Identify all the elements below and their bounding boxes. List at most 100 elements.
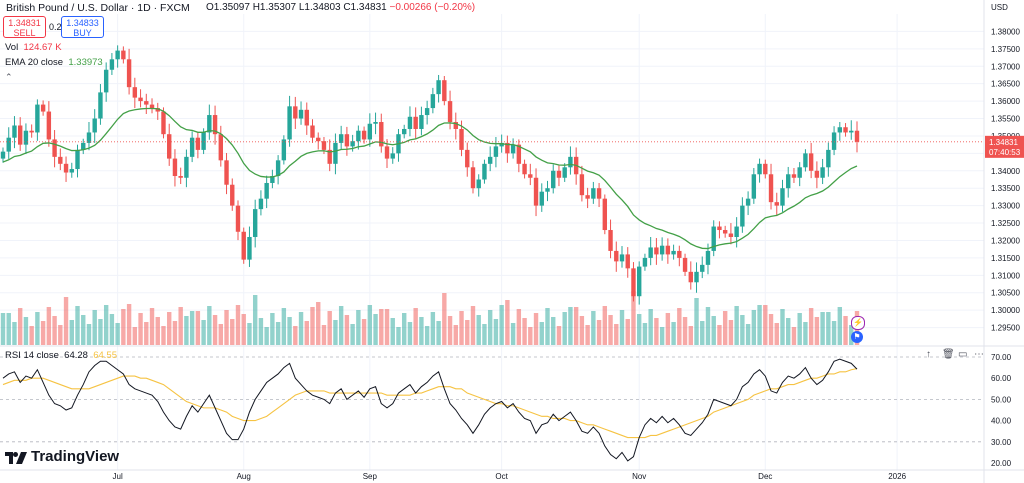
candle-body <box>63 163 69 173</box>
candle-body <box>29 130 34 133</box>
candle-body <box>849 130 854 133</box>
volume-bar <box>539 322 544 345</box>
candle-body <box>109 59 115 70</box>
volume-bar <box>780 309 785 345</box>
candle-body <box>86 132 92 143</box>
volume-bar <box>528 327 533 345</box>
volume-bar <box>350 324 355 345</box>
volume-bar <box>321 325 327 345</box>
candle-body <box>728 233 734 237</box>
maximize-icon[interactable]: ▭ <box>958 349 968 360</box>
candle-body <box>126 59 132 88</box>
tradingview-logo[interactable]: TradingView <box>5 448 119 465</box>
price-tick-label: 1.37500 <box>991 45 1020 54</box>
buy-price: 1.34833 <box>66 18 99 28</box>
buy-button[interactable]: 1.34833 BUY <box>61 16 104 38</box>
price-tick-label: 1.32000 <box>991 236 1020 245</box>
volume-bar <box>264 327 269 345</box>
candle-body <box>338 134 344 143</box>
volume-legend[interactable]: Vol 124.67 K <box>5 42 62 53</box>
rsi-tick-label: 20.00 <box>991 459 1012 468</box>
volume-bar <box>35 312 40 345</box>
candle-body <box>562 167 567 178</box>
volume-bar <box>161 326 166 345</box>
rsi-value: 64.28 <box>64 350 88 361</box>
volume-bar <box>172 321 178 345</box>
move-up-icon[interactable]: ↑ <box>926 349 931 360</box>
candle-body <box>625 254 630 269</box>
candle-body <box>533 177 539 206</box>
candle-body <box>442 80 447 102</box>
volume-bar <box>12 322 17 345</box>
candle-body <box>780 188 785 206</box>
price-tick-label: 1.38000 <box>991 27 1020 36</box>
candle-body <box>631 268 636 297</box>
delete-icon[interactable]: 🗑 <box>942 349 955 360</box>
volume-bar <box>407 322 413 345</box>
candle-body <box>327 149 332 164</box>
volume-bar <box>843 316 848 345</box>
volume-bar <box>86 324 92 345</box>
candle-body <box>459 128 464 150</box>
rsi-legend[interactable]: RSI 14 close 64.28 64.55 <box>5 350 117 361</box>
volume-bar <box>327 311 332 345</box>
candle-body <box>465 149 470 168</box>
volume-bar <box>637 314 642 345</box>
volume-bar <box>379 309 384 345</box>
flag-icon[interactable]: ⚑ <box>851 331 863 343</box>
volume-bar <box>533 313 539 345</box>
candle-body <box>138 97 143 102</box>
sell-button[interactable]: 1.34831 SELL <box>3 16 46 38</box>
volume-bar <box>573 307 579 345</box>
volume-bar <box>92 310 97 345</box>
candle-body <box>252 209 258 237</box>
volume-bar <box>602 306 608 345</box>
volume-bar <box>688 326 693 345</box>
rsi-tick-label: 70.00 <box>991 353 1012 362</box>
candle-body <box>677 250 682 258</box>
dividend-icon[interactable]: ⚡ <box>851 316 865 330</box>
volume-bar <box>505 300 510 345</box>
ohlc-values: O1.35097 H1.35307 L1.34803 C1.34831 <box>206 2 387 13</box>
candle-body <box>688 271 693 283</box>
volume-bar <box>711 316 716 345</box>
candle-body <box>361 130 367 140</box>
symbol-title[interactable]: British Pound / U.S. Dollar · 1D · FXCM <box>6 2 190 14</box>
ema-legend[interactable]: EMA 20 close 1.33973 <box>5 57 103 68</box>
candle-body <box>212 115 218 135</box>
time-tick-label: 2026 <box>888 472 906 481</box>
volume-bar <box>304 321 309 345</box>
candle-body <box>522 163 527 175</box>
collapse-legend-icon[interactable]: ⌃ <box>5 72 13 82</box>
volume-bar <box>826 312 831 345</box>
candle-body <box>201 132 206 150</box>
volume-bar <box>642 323 648 345</box>
last-price-badge <box>985 135 1024 158</box>
rsi-tick-label: 60.00 <box>991 374 1012 383</box>
candle-body <box>476 179 481 189</box>
more-icon[interactable]: ⋯ <box>974 349 984 360</box>
volume-bar <box>648 309 653 345</box>
candle-body <box>831 132 837 150</box>
volume-bar <box>614 324 619 345</box>
volume-bar <box>155 317 160 345</box>
volume-bar <box>619 310 625 345</box>
candle-body <box>740 205 745 227</box>
volume-bar <box>184 316 189 345</box>
candle-body <box>763 163 768 175</box>
volume-bar <box>287 317 292 345</box>
volume-bar <box>281 308 287 345</box>
candle-body <box>619 254 625 262</box>
candle-body <box>258 198 264 210</box>
candle-body <box>92 118 97 133</box>
rsi-ma-line <box>2 368 858 439</box>
candle-body <box>321 141 327 150</box>
volume-bar <box>562 312 567 345</box>
candle-body <box>247 236 252 260</box>
volume-bar <box>499 305 504 345</box>
volume-bar <box>333 320 338 345</box>
candle-body <box>814 170 820 178</box>
candle-body <box>585 195 590 199</box>
volume-bar <box>63 297 69 345</box>
volume-bar <box>17 308 23 345</box>
